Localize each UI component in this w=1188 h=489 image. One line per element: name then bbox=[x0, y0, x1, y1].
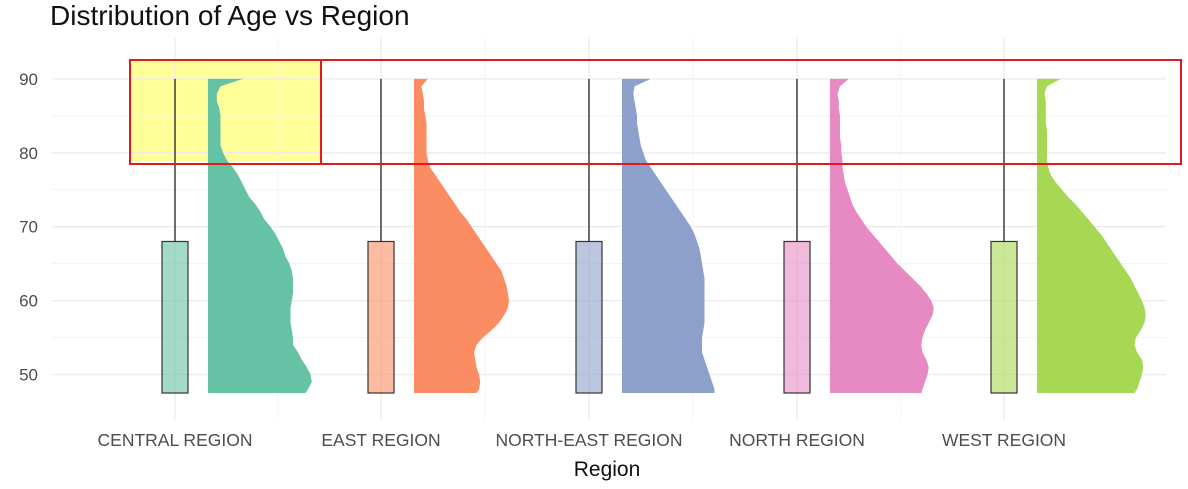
region-group bbox=[990, 78, 1146, 394]
highlight-layer bbox=[130, 58, 321, 162]
half-violin bbox=[830, 78, 934, 394]
box bbox=[783, 240, 811, 394]
y-tick-label: 70 bbox=[19, 218, 38, 237]
half-violin bbox=[208, 78, 312, 394]
y-tick-label: 60 bbox=[19, 292, 38, 311]
chart-title: Distribution of Age vs Region bbox=[50, 0, 410, 31]
region-group bbox=[575, 78, 715, 394]
y-tick-label: 80 bbox=[19, 144, 38, 163]
x-tick-label: NORTH REGION bbox=[729, 430, 865, 450]
x-tick-label: NORTH-EAST REGION bbox=[495, 430, 682, 450]
region-group bbox=[367, 78, 509, 394]
box bbox=[990, 240, 1018, 394]
x-tick-label: CENTRAL REGION bbox=[98, 430, 253, 450]
annotation-layer bbox=[129, 59, 1182, 165]
y-tick-label: 90 bbox=[19, 70, 38, 89]
region-group bbox=[783, 78, 934, 394]
x-axis: CENTRAL REGION EAST REGION NORTH-EAST REGI… bbox=[98, 430, 1067, 450]
y-axis: 50 60 70 80 90 bbox=[19, 70, 38, 385]
box bbox=[367, 240, 395, 394]
marks-layer bbox=[161, 78, 1146, 394]
half-violin bbox=[1037, 78, 1146, 394]
box bbox=[575, 240, 603, 394]
x-tick-label: EAST REGION bbox=[321, 430, 440, 450]
half-violin bbox=[622, 78, 715, 394]
box bbox=[161, 240, 189, 394]
highlight-box bbox=[130, 58, 321, 162]
x-tick-label: WEST REGION bbox=[942, 430, 1066, 450]
region-group bbox=[161, 78, 312, 394]
x-axis-title: Region bbox=[574, 458, 641, 481]
y-tick-label: 50 bbox=[19, 366, 38, 385]
half-violin bbox=[414, 78, 509, 394]
annotation-box bbox=[320, 59, 1182, 165]
